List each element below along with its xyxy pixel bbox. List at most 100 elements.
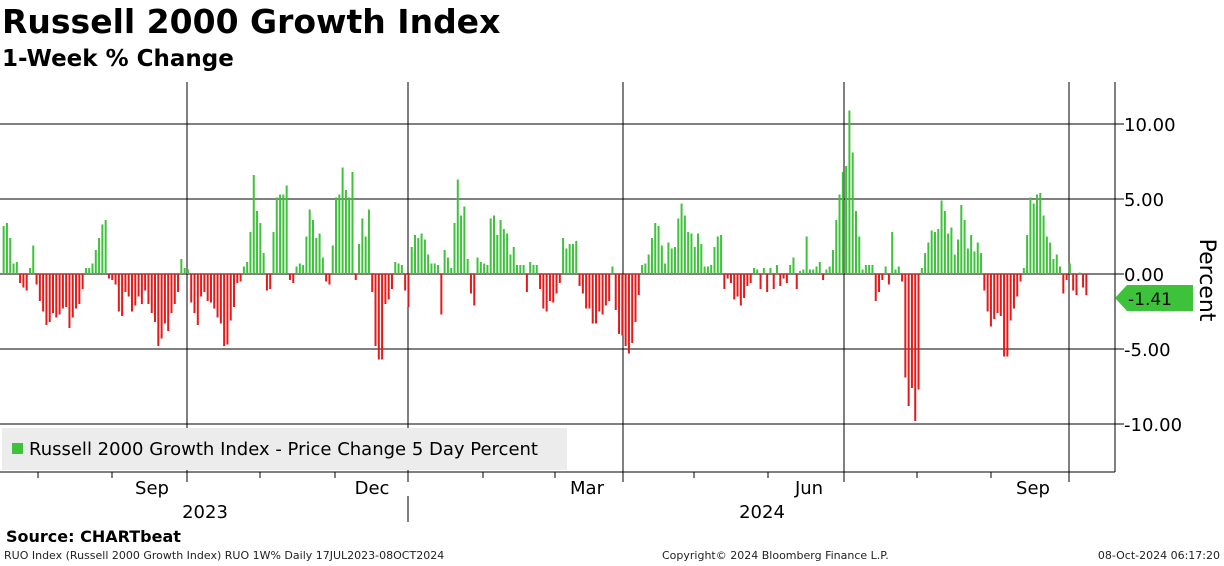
bar <box>927 242 930 274</box>
bar <box>687 232 690 274</box>
bar <box>107 274 110 279</box>
bar <box>854 211 857 274</box>
bars <box>2 110 1088 421</box>
bar <box>223 274 226 346</box>
bar <box>861 269 864 274</box>
bar <box>779 274 782 286</box>
bar <box>509 254 512 274</box>
bar <box>841 172 844 274</box>
bar <box>1029 197 1032 274</box>
bar <box>98 238 101 274</box>
bar <box>716 236 719 274</box>
bar <box>947 233 950 274</box>
bar <box>729 274 732 283</box>
bar <box>733 274 736 300</box>
bar <box>121 274 124 316</box>
bar <box>154 274 157 322</box>
footer-timestamp: 08-Oct-2024 06:17:20 <box>1097 549 1220 562</box>
bar <box>851 152 854 274</box>
bar <box>32 245 35 274</box>
bar <box>52 274 55 313</box>
legend-box <box>2 428 567 470</box>
bar <box>404 274 407 291</box>
bar <box>769 268 772 274</box>
bar <box>233 274 236 307</box>
x-year-label: 2024 <box>739 502 785 523</box>
bar <box>874 274 877 301</box>
bar <box>45 274 48 325</box>
bar <box>608 274 611 301</box>
bar <box>1032 203 1035 274</box>
bar <box>812 269 815 274</box>
bar <box>976 242 979 274</box>
bar <box>644 263 647 274</box>
bar <box>673 247 676 274</box>
bar <box>749 274 752 283</box>
bar <box>522 265 525 274</box>
bar <box>901 274 904 282</box>
bar <box>792 257 795 274</box>
bar <box>183 268 186 274</box>
bar <box>361 218 364 274</box>
bar <box>1045 236 1048 274</box>
bar <box>697 233 700 274</box>
bar <box>677 218 680 274</box>
bar <box>937 229 940 274</box>
bar <box>2 226 5 274</box>
bar <box>815 266 818 274</box>
bar <box>209 274 212 303</box>
bar <box>440 274 443 315</box>
y-tick-label: 5.00 <box>1124 190 1164 211</box>
bar <box>84 268 87 274</box>
bar <box>177 274 180 292</box>
bar <box>759 274 762 289</box>
bar <box>545 274 548 312</box>
bar <box>614 274 617 310</box>
bar <box>568 244 571 274</box>
bar <box>476 257 479 274</box>
bar <box>756 269 759 274</box>
bar <box>739 274 742 306</box>
bar <box>548 274 551 301</box>
bar <box>203 274 206 292</box>
bar <box>58 274 61 315</box>
y-tick-label: -10.00 <box>1124 415 1182 436</box>
bar <box>496 235 499 274</box>
x-month-label: Dec <box>355 478 390 499</box>
bar <box>706 266 709 274</box>
bar <box>160 274 163 339</box>
bar <box>483 263 486 274</box>
bar <box>61 274 64 309</box>
bar <box>558 274 561 283</box>
bar <box>588 274 591 309</box>
bar <box>858 236 861 274</box>
bar <box>104 220 107 274</box>
bar <box>101 224 104 274</box>
bar <box>262 253 265 274</box>
bar <box>167 274 170 331</box>
bar <box>1062 274 1065 294</box>
bar <box>381 274 384 360</box>
bar <box>871 265 874 274</box>
bar <box>506 233 509 274</box>
bar <box>489 218 492 274</box>
bar <box>591 274 594 324</box>
bar <box>206 274 209 301</box>
bar <box>914 274 917 421</box>
bar <box>147 274 150 304</box>
bar <box>88 268 91 274</box>
bar <box>460 215 463 274</box>
bar <box>1078 272 1081 274</box>
bar <box>933 232 936 274</box>
bar <box>1075 274 1078 295</box>
bar <box>627 274 630 354</box>
footer-copyright: Copyright© 2024 Bloomberg Finance L.P. <box>662 549 889 562</box>
bar <box>410 247 413 274</box>
bar <box>479 262 482 274</box>
bar <box>1016 274 1019 297</box>
bar <box>848 110 851 274</box>
bar <box>993 274 996 319</box>
bar <box>693 247 696 274</box>
bar <box>1022 268 1025 274</box>
bar <box>881 274 884 280</box>
